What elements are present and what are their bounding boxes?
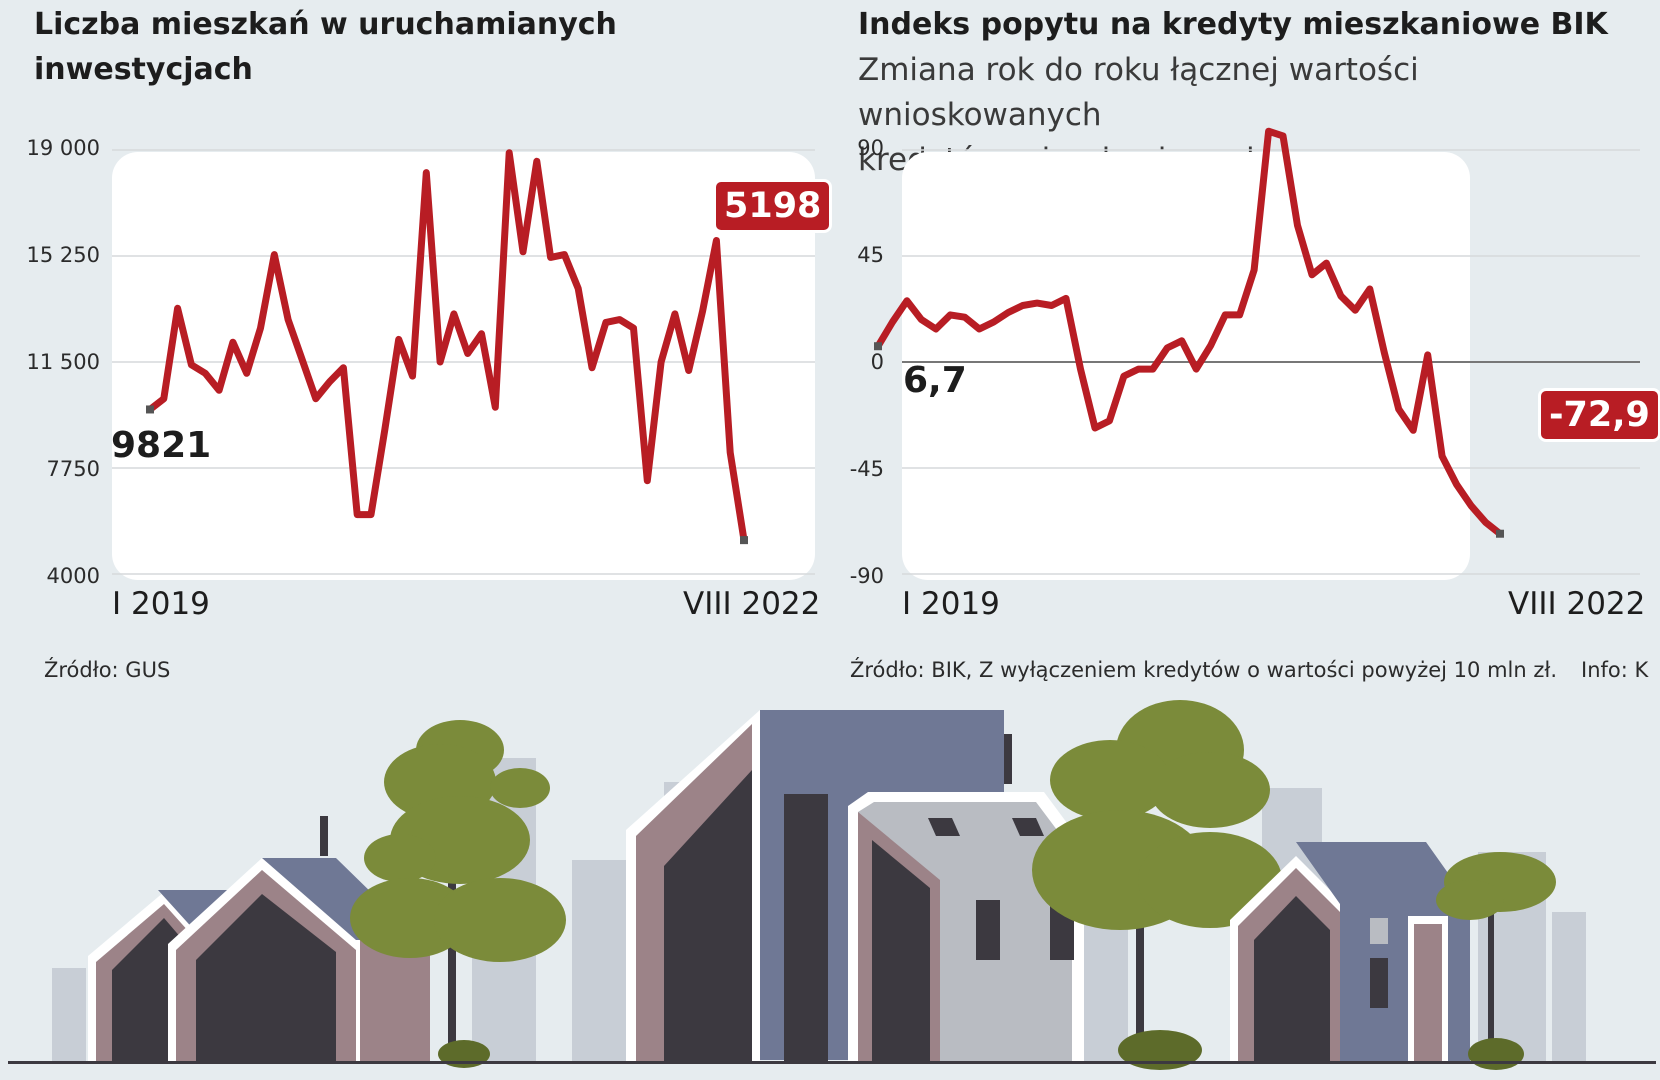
right-y-tick: 90 (857, 136, 884, 160)
right-x-end-label: VIII 2022 (1508, 586, 1646, 622)
residential-houses-illustration (8, 700, 1656, 1070)
right-subtitle-line-1: Zmiana rok do roku łącznej wartości wnio… (858, 52, 1419, 133)
right-source: Źródło: BIK, Z wyłączeniem kredytów o wa… (850, 658, 1558, 682)
tree-right-group (1032, 700, 1282, 1070)
ground-line (8, 1061, 1656, 1064)
right-y-tick: 45 (857, 243, 884, 267)
left-y-tick: 7750 (46, 457, 100, 481)
endpoint-marker (874, 342, 882, 351)
right-y-tick: -45 (849, 457, 884, 481)
left-first-value-label: 9821 (111, 425, 212, 466)
left-last-value-tag: 5198 (713, 179, 833, 233)
right-line-chart (874, 127, 1640, 575)
left-chart-panel: Liczba mieszkań w uruchamianych inwestyc… (0, 0, 833, 690)
left-y-tick: 4000 (46, 564, 100, 588)
tree-left-group (350, 720, 566, 1068)
left-y-tick: 15 250 (26, 243, 100, 267)
left-x-start-label: I 2019 (112, 586, 210, 622)
left-title-line-2: inwestycjach (34, 52, 253, 87)
right-x-start-label: I 2019 (902, 586, 1000, 622)
right-plot-area (902, 152, 1470, 580)
right-first-value-label: 6,7 (903, 360, 967, 401)
right-last-value-tag: -72,9 (1538, 388, 1660, 442)
series-line (146, 149, 748, 544)
house-right (1230, 842, 1470, 1062)
endpoint-marker (740, 536, 748, 545)
left-line-chart (112, 149, 815, 575)
right-credit: Info: K (1581, 658, 1649, 682)
series-line (874, 127, 1504, 538)
left-source: Źródło: GUS (44, 658, 171, 682)
left-y-tick: 11 500 (26, 350, 100, 374)
endpoint-marker (1496, 529, 1504, 538)
house-big-left (168, 816, 430, 1062)
house-center (626, 710, 1084, 1062)
left-x-end-label: VIII 2022 (683, 586, 821, 622)
left-y-tick: 19 000 (26, 136, 100, 160)
right-chart-panel: Indeks popytu na kredyty mieszkaniowe BI… (830, 0, 1660, 690)
right-y-tick: 0 (870, 350, 884, 374)
endpoint-marker (146, 405, 154, 414)
left-title-line-1: Liczba mieszkań w uruchamianych (34, 7, 617, 42)
right-chart-title: Indeks popytu na kredyty mieszkaniowe BI… (858, 7, 1608, 42)
right-y-tick: -90 (849, 564, 884, 588)
left-chart-title: Liczba mieszkań w uruchamianych inwestyc… (34, 2, 617, 92)
